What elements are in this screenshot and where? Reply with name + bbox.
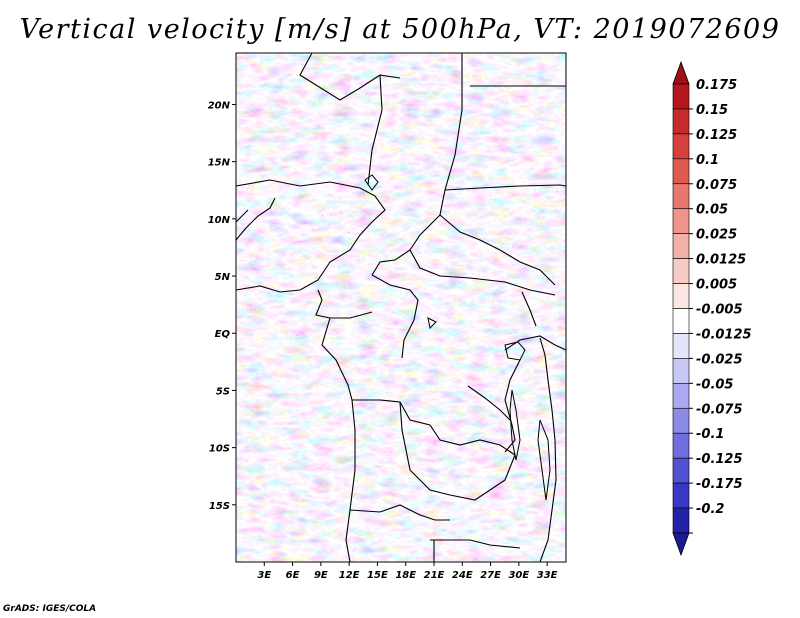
colorbar-label: 0.075 — [696, 178, 737, 193]
colorbar-label: 0.05 — [696, 203, 728, 218]
colorbar-label: 0.175 — [696, 78, 737, 93]
colorbar-swatch — [672, 283, 690, 309]
lon-tick-label: 12E — [339, 570, 360, 581]
lon-tick-label: 33E — [537, 570, 558, 581]
colorbar-label: 0.125 — [696, 128, 737, 143]
colorbar-label: -0.125 — [696, 452, 743, 467]
lon-tick-label: 30E — [508, 570, 529, 581]
colorbar-label: -0.175 — [696, 477, 743, 492]
colorbar-swatch — [672, 258, 690, 284]
colorbar-swatch — [672, 482, 690, 509]
colorbar-label: -0.025 — [696, 352, 743, 367]
lakes — [364, 174, 551, 501]
colorbar-swatch — [672, 208, 690, 234]
colorbar-swatch — [672, 108, 690, 135]
vertical-velocity-field — [236, 53, 566, 562]
colorbar-max-triangle — [672, 60, 690, 85]
colorbar-label: -0.075 — [696, 402, 743, 417]
grads-credit: GrADS: IGES/COLA — [3, 604, 97, 614]
lon-tick-label: 3E — [257, 570, 271, 581]
lat-tick-label: 15S — [209, 501, 230, 512]
lat-tick-label: EQ — [215, 329, 231, 340]
lon-tick-label: 27E — [480, 570, 501, 581]
colorbar-label: -0.0125 — [696, 327, 752, 342]
lat-tick-label: 5S — [216, 386, 230, 397]
colorbar-swatch — [672, 407, 690, 434]
colorbar-label: -0.05 — [696, 377, 733, 392]
colorbar-swatch — [672, 308, 690, 334]
colorbar-label: 0.005 — [696, 278, 737, 293]
colorbar-min-triangle — [672, 532, 690, 557]
colorbar-swatch — [672, 457, 690, 484]
colorbar-swatch — [672, 158, 690, 185]
longitude-axis: 3E 6E 9E 12E 15E 18E 21E 24E 27E 30E 33E — [257, 562, 558, 581]
colorbar-label: 0.15 — [696, 103, 728, 118]
lat-tick-label: 20N — [208, 100, 231, 111]
lon-tick-label: 6E — [286, 570, 300, 581]
colorbar-label: -0.2 — [696, 502, 724, 517]
map-frame — [235, 52, 567, 563]
country-borders — [236, 53, 566, 562]
colorbar-swatch — [672, 383, 690, 409]
lat-tick-label: 10N — [208, 215, 231, 226]
colorbar-swatch — [672, 83, 690, 110]
colorbar-swatch — [672, 133, 690, 160]
lon-tick-label: 21E — [424, 570, 445, 581]
lon-tick-label: 15E — [367, 570, 388, 581]
colorbar-label: 0.0125 — [696, 253, 746, 268]
latitude-axis: 20N 15N 10N 5N EQ 5S 10S 15S — [208, 100, 236, 512]
lat-tick-label: 10S — [209, 444, 230, 455]
colorbar-swatch — [672, 333, 690, 359]
chart-title: Vertical velocity [m/s] at 500hPa, VT: 2… — [19, 14, 781, 45]
colorbar-swatch — [672, 432, 690, 459]
lon-tick-label: 24E — [452, 570, 473, 581]
colorbar-swatch — [672, 358, 690, 384]
lon-tick-label: 18E — [395, 570, 416, 581]
colorbar-label: 0.1 — [696, 153, 719, 168]
colorbar-swatch — [672, 183, 690, 210]
colorbar: 0.175 0.15 0.125 0.1 0.075 0.05 0.025 0.0125 0.0… — [672, 60, 752, 557]
lon-tick-label: 9E — [314, 570, 328, 581]
colorbar-label: -0.005 — [696, 303, 743, 318]
colorbar-swatch — [672, 233, 690, 259]
colorbar-swatch — [672, 507, 690, 534]
lat-tick-label: 5N — [215, 272, 231, 283]
colorbar-label: 0.025 — [696, 228, 737, 243]
lat-tick-label: 15N — [208, 158, 231, 169]
colorbar-label: -0.1 — [696, 427, 724, 442]
